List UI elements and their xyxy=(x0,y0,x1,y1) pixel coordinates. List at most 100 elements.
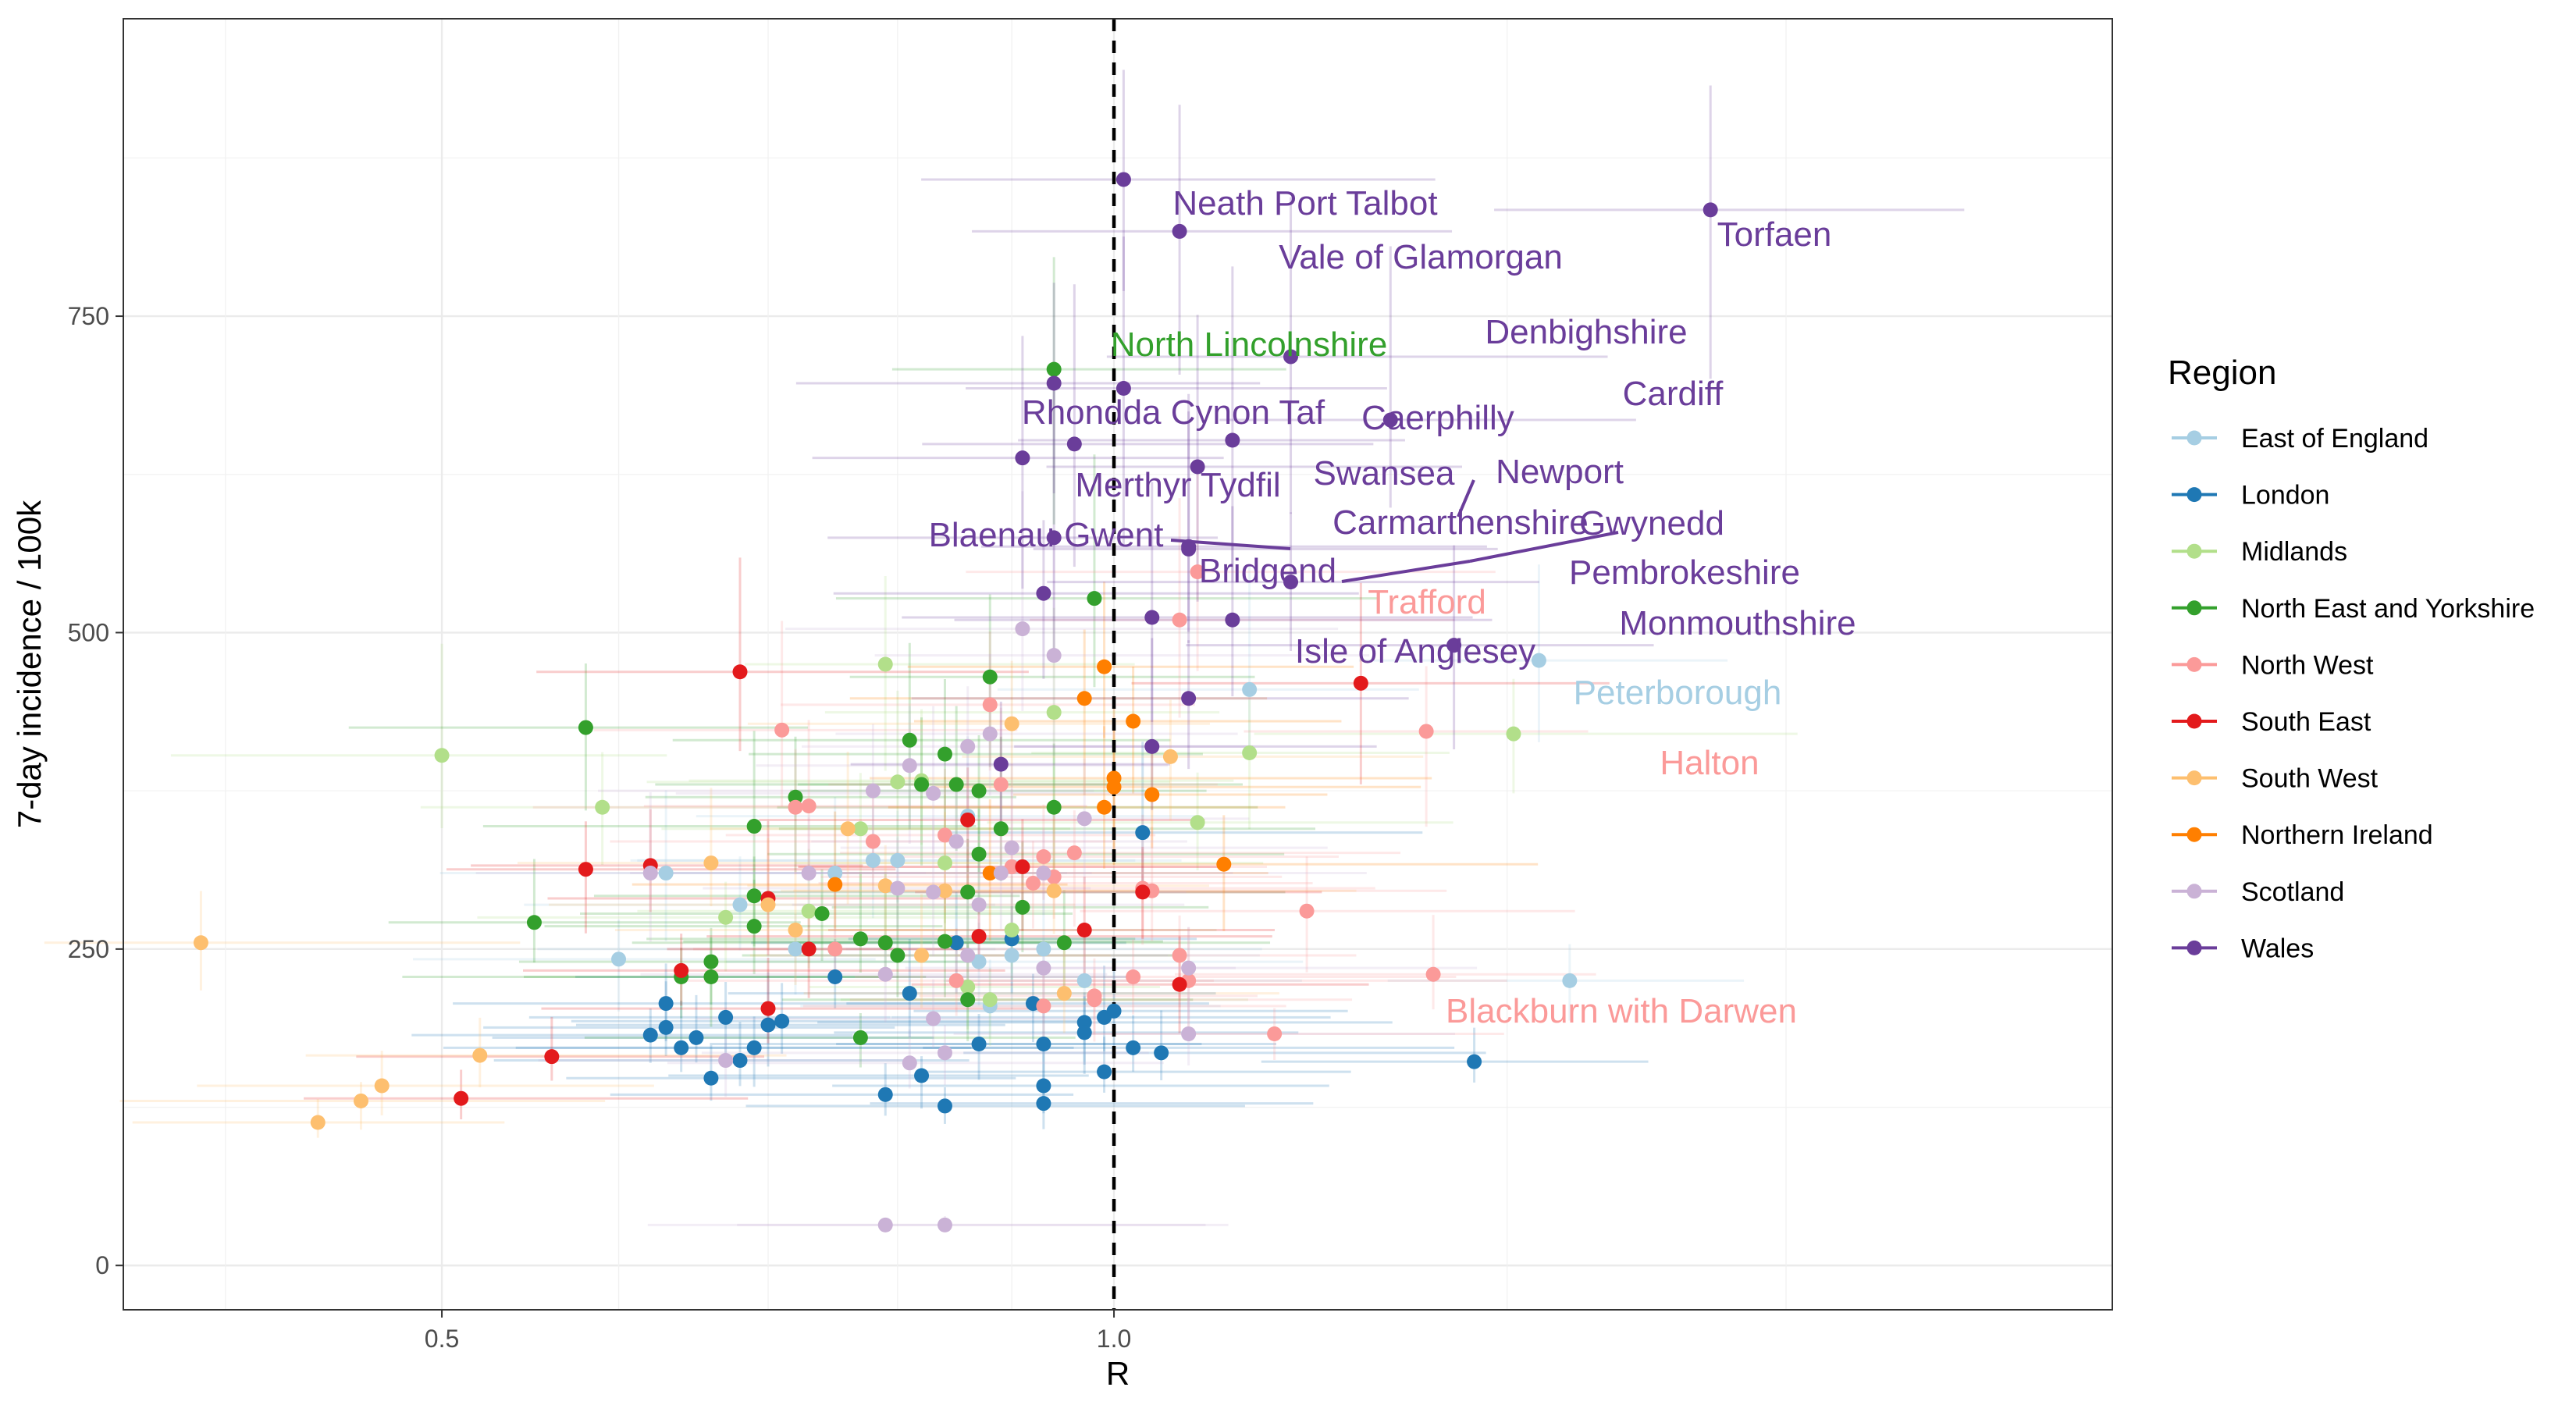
legend-title: Region xyxy=(2168,354,2276,392)
point-scotland xyxy=(926,785,941,801)
point-south-east xyxy=(1076,923,1092,938)
point-east-of-england xyxy=(1004,948,1019,963)
point-north-east-and-yorkshire xyxy=(526,915,542,930)
point-south-east xyxy=(801,941,817,957)
point-wales xyxy=(1036,585,1051,601)
point-midlands xyxy=(1506,726,1521,742)
leader-line-bridgend xyxy=(1341,560,1471,583)
point-london xyxy=(914,1068,930,1083)
legend-key-point xyxy=(2186,543,2202,559)
point-north-east-and-yorkshire xyxy=(937,934,952,949)
label-halton: Halton xyxy=(1660,744,1759,782)
legend: Region East of England London Midlands Nort… xyxy=(2168,354,2535,963)
legend-label: Northern Ireland xyxy=(2241,820,2433,850)
point-north-east-and-yorkshire xyxy=(971,783,987,799)
label-pembrokeshire: Pembrokeshire xyxy=(1569,553,1800,592)
point-east-of-england xyxy=(611,951,627,967)
point-scotland xyxy=(877,1217,893,1232)
point-london xyxy=(658,996,674,1012)
point-scotland xyxy=(1046,648,1062,663)
point-midlands xyxy=(1242,745,1258,761)
point-scotland xyxy=(926,1011,941,1026)
label-swansea: Swansea xyxy=(1313,454,1455,493)
legend-item-scotland: Scotland xyxy=(2172,877,2344,907)
point-south-west xyxy=(937,883,952,898)
label-blaenau-gwent: Blaenau Gwent xyxy=(929,516,1164,554)
point-midlands xyxy=(890,774,906,790)
legend-label: London xyxy=(2241,481,2329,510)
legend-key-point xyxy=(2186,770,2202,786)
point-midlands xyxy=(1190,815,1205,831)
point-london xyxy=(746,1040,762,1055)
point-north-west xyxy=(827,941,843,957)
point-london xyxy=(688,1030,704,1045)
point-scotland xyxy=(960,738,976,754)
point-scotland xyxy=(1036,960,1051,976)
y-tick-label: 0 xyxy=(95,1251,109,1279)
legend-item-north-west: North West xyxy=(2172,650,2374,680)
point-midlands xyxy=(801,903,817,919)
legend-label: South West xyxy=(2241,764,2379,794)
point-north-east-and-yorkshire xyxy=(890,948,906,963)
point-east-of-england xyxy=(788,941,803,957)
label-isle-of-anglesey: Isle of Anglesey xyxy=(1295,632,1535,670)
point-north-west xyxy=(982,697,998,713)
legend-item-south-east: South East xyxy=(2172,707,2371,737)
point-south-east xyxy=(1353,675,1368,691)
point-south-west xyxy=(193,935,208,951)
legend-label: Midlands xyxy=(2241,537,2347,567)
point-midlands xyxy=(937,855,952,871)
point-south-west xyxy=(877,878,893,894)
label-gwynedd: Gwynedd xyxy=(1579,504,1724,542)
point-scotland xyxy=(1036,866,1051,881)
label-trafford: Trafford xyxy=(1368,583,1486,621)
point-wales xyxy=(1144,738,1160,754)
point-east-of-england xyxy=(1531,653,1546,668)
legend-label: North East and Yorkshire xyxy=(2241,594,2535,624)
point-south-east xyxy=(1172,976,1187,992)
point-east-of-england xyxy=(1562,973,1578,988)
point-north-east-and-yorkshire xyxy=(814,905,830,921)
legend-key-point xyxy=(2186,827,2202,842)
point-north-east-and-yorkshire xyxy=(703,969,719,985)
point-north-east-and-yorkshire xyxy=(960,992,976,1008)
point-north-east-and-yorkshire xyxy=(877,935,893,951)
point-wales xyxy=(1115,172,1131,187)
y-axis-title: 7-day incidence / 100k xyxy=(11,500,48,828)
point-scotland xyxy=(982,726,998,742)
label-monmouthshire: Monmouthshire xyxy=(1619,604,1856,642)
point-midlands xyxy=(982,992,998,1008)
point-north-west xyxy=(1267,1026,1283,1041)
y-tick-label: 750 xyxy=(68,302,109,330)
point-scotland xyxy=(1181,960,1197,976)
label-caerphilly: Caerphilly xyxy=(1361,399,1514,437)
point-north-east-and-yorkshire xyxy=(960,884,976,900)
point-east-of-england xyxy=(865,852,881,868)
point-scotland xyxy=(948,834,964,849)
point-south-east xyxy=(1015,859,1030,874)
point-north-west xyxy=(948,973,964,988)
legend-items: East of England London Midlands North East … xyxy=(2172,424,2535,963)
point-north-east-and-yorkshire xyxy=(746,919,762,934)
y-axis-ticks: 0 250 500 750 xyxy=(68,302,123,1279)
point-wales xyxy=(993,756,1009,772)
point-wales xyxy=(1015,450,1030,466)
point-midlands xyxy=(1004,923,1019,938)
point-north-east-and-yorkshire xyxy=(852,931,868,947)
point-scotland xyxy=(937,1217,952,1232)
point-north-east-and-yorkshire xyxy=(1046,361,1062,377)
leader-line-blaenau-gwent xyxy=(1170,539,1291,550)
legend-item-north-east-and-yorkshire: North East and Yorkshire xyxy=(2172,594,2535,624)
label-torfaen: Torfaen xyxy=(1717,215,1832,254)
point-north-west xyxy=(1004,859,1019,874)
point-wales xyxy=(1283,574,1299,590)
point-north-east-and-yorkshire xyxy=(703,954,719,969)
legend-item-east-of-england: East of England xyxy=(2172,424,2428,454)
point-scotland xyxy=(1004,840,1019,855)
point-north-west xyxy=(993,777,1009,792)
point-northern-ireland xyxy=(1097,659,1112,674)
legend-item-northern-ireland: Northern Ireland xyxy=(2172,820,2433,850)
point-south-east xyxy=(674,962,689,978)
point-london xyxy=(732,1053,748,1069)
y-tick-label: 500 xyxy=(68,618,109,646)
